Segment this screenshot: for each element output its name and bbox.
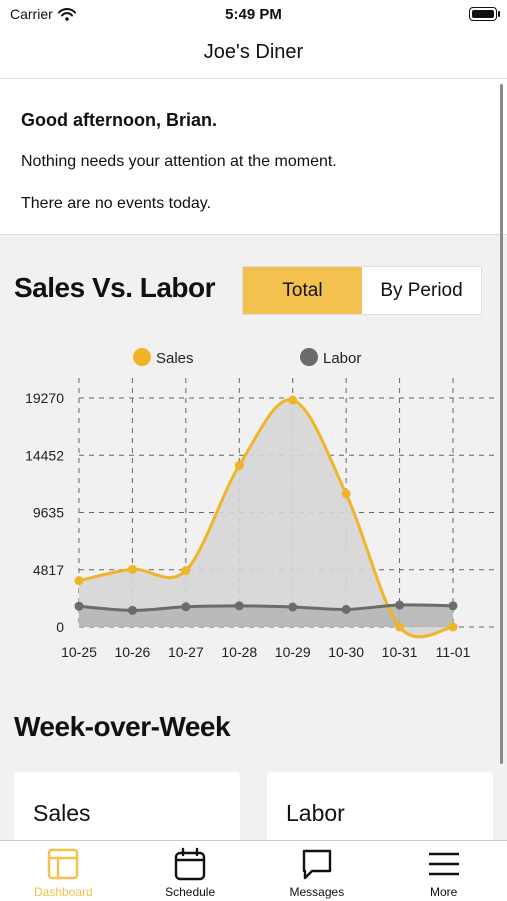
tab-schedule-label: Schedule [165, 885, 216, 899]
y-tick-label: 19270 [25, 390, 64, 406]
data-point [127, 564, 137, 574]
x-tick-label: 10-30 [328, 644, 364, 660]
y-tick-label: 4817 [33, 562, 64, 578]
x-tick-label: 10-26 [115, 644, 151, 660]
carrier-label: Carrier [10, 6, 53, 22]
legend-label: Labor [323, 350, 361, 367]
series-area [79, 399, 453, 637]
data-point [395, 600, 405, 610]
week-over-week-title: Week-over-Week [14, 711, 231, 742]
tab-messages[interactable]: Messages [254, 841, 381, 901]
tab-schedule[interactable]: Schedule [127, 841, 254, 901]
x-tick-label: 10-31 [382, 644, 418, 660]
tab-bar: Dashboard Schedule Messages More [0, 840, 507, 901]
series-line [78, 398, 454, 639]
nav-bar: Joe's Diner [0, 30, 507, 79]
attention-message: Nothing needs your attention at the mome… [21, 153, 337, 170]
tab-messages-label: Messages [289, 885, 345, 899]
toggle-by-period-button[interactable]: By Period [380, 279, 463, 301]
data-point [288, 602, 298, 612]
data-point [341, 604, 351, 614]
tab-dashboard[interactable]: Dashboard [0, 841, 127, 901]
status-time: 5:49 PM [225, 6, 282, 23]
x-tick-label: 10-25 [61, 644, 97, 660]
data-point [127, 605, 137, 615]
labor-card-title: Labor [286, 800, 345, 826]
status-bar: Carrier 5:49 PM [0, 0, 507, 30]
legend-marker [300, 348, 318, 366]
data-point [234, 460, 244, 470]
data-point [448, 622, 458, 632]
period-toggle: Total By Period [242, 266, 482, 315]
sales-labor-chart: 0 4817 9635 14452 19270 10-25 10-26 10-27 10-28 1… [25, 348, 495, 660]
data-point [74, 576, 84, 586]
page-title: Joe's Diner [203, 41, 304, 63]
series-area [79, 604, 453, 627]
data-point [395, 622, 405, 632]
x-tick-label: 10-29 [275, 644, 311, 660]
sales-card-title: Sales [33, 800, 91, 826]
message-icon [302, 849, 332, 880]
x-tick-label: 11-01 [436, 644, 471, 660]
data-point [181, 566, 191, 576]
data-point [288, 395, 298, 405]
sales-vs-labor-title: Sales Vs. Labor [14, 272, 216, 303]
menu-icon [428, 852, 459, 876]
dashboard-icon [48, 848, 79, 880]
y-tick-label: 0 [56, 619, 64, 635]
carrier-indicator: Carrier [10, 6, 76, 22]
calendar-icon [174, 847, 206, 881]
x-tick-label: 10-28 [221, 644, 257, 660]
wifi-icon [57, 7, 76, 21]
battery-icon [469, 7, 500, 21]
tab-dashboard-label: Dashboard [34, 885, 93, 899]
x-tick-label: 10-27 [168, 644, 204, 660]
tab-more-label: More [429, 885, 458, 899]
events-message: There are no events today. [21, 195, 212, 212]
legend-marker [133, 348, 151, 366]
data-point [181, 602, 191, 612]
greeting-card: Good afternoon, Brian. Nothing needs you… [0, 79, 507, 235]
data-point [448, 601, 458, 611]
data-point [341, 489, 351, 499]
y-tick-label: 14452 [25, 447, 64, 463]
data-point [74, 601, 84, 611]
greeting-text: Good afternoon, Brian. [21, 110, 217, 130]
y-tick-label: 9635 [33, 505, 64, 521]
legend-label: Sales [156, 350, 194, 367]
scroll-indicator[interactable] [500, 84, 503, 764]
tab-more[interactable]: More [380, 841, 507, 901]
toggle-total-button[interactable]: Total [243, 267, 362, 314]
data-point [234, 601, 244, 611]
